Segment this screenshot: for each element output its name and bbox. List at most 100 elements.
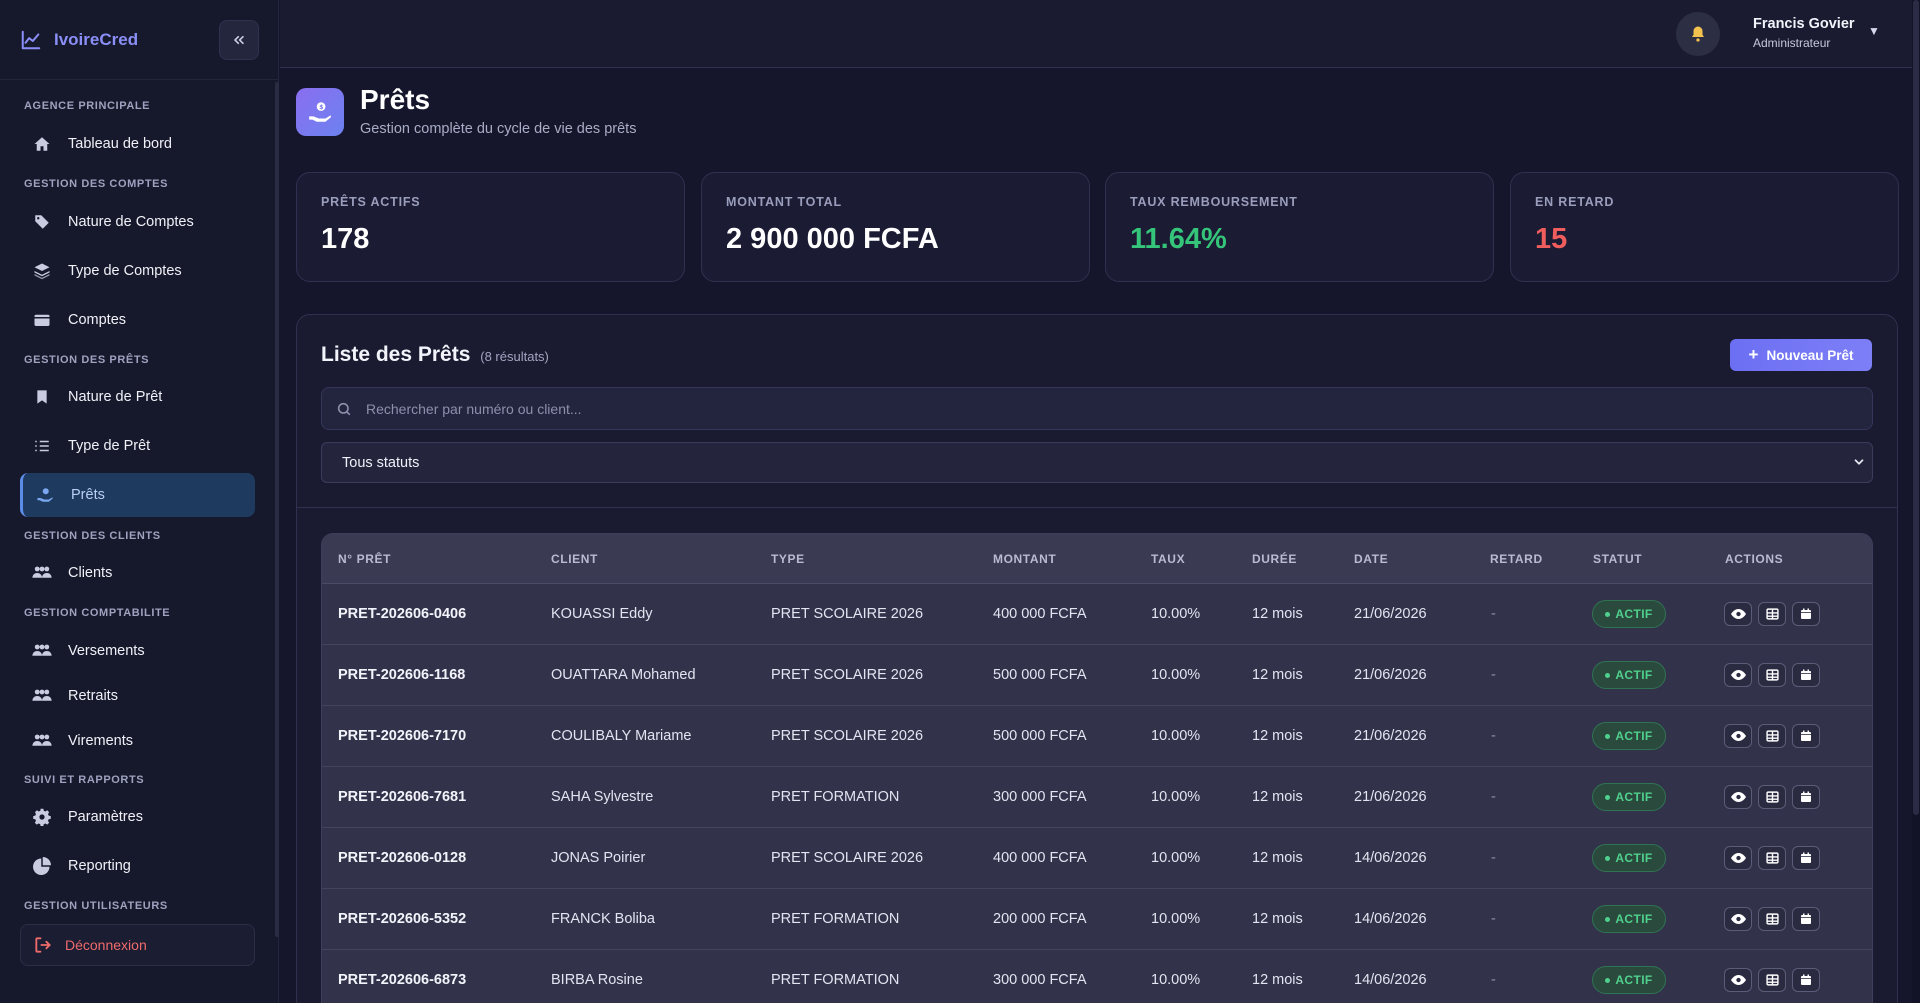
col-date[interactable]: DATE — [1354, 552, 1389, 566]
sidebar-item-label: Versements — [68, 643, 145, 659]
sidebar-item-tableau-de-bord[interactable]: Tableau de bord — [20, 122, 255, 166]
sidebar-scrollbar[interactable] — [275, 82, 279, 937]
search-input[interactable] — [366, 400, 1846, 417]
calendar-button[interactable] — [1792, 968, 1820, 992]
cell-numero[interactable]: PRET-202606-7170 — [338, 728, 467, 744]
col-duree[interactable]: DURÉE — [1252, 552, 1298, 566]
logout-button[interactable]: Déconnexion — [20, 924, 255, 966]
schedule-button[interactable] — [1758, 663, 1786, 687]
cell-client: BIRBA Rosine — [551, 972, 643, 988]
stat-value: 11.64% — [1130, 223, 1227, 255]
page-title: Prêts — [360, 84, 431, 115]
status-filter-select[interactable]: Tous statuts — [321, 442, 1873, 483]
calendar-button[interactable] — [1792, 907, 1820, 931]
section-title-comptes: GESTION DES COMPTES — [24, 178, 169, 190]
table-row[interactable]: PRET-202606-7170 COULIBALY Mariame PRET … — [322, 706, 1872, 767]
table-row[interactable]: PRET-202606-1168 OUATTARA Mohamed PRET S… — [322, 645, 1872, 706]
col-statut[interactable]: STATUT — [1593, 552, 1643, 566]
table-row[interactable]: PRET-202606-7681 SAHA Sylvestre PRET FOR… — [322, 767, 1872, 828]
col-retard[interactable]: RETARD — [1490, 552, 1543, 566]
view-button[interactable] — [1724, 785, 1752, 809]
calendar-button[interactable] — [1792, 602, 1820, 626]
user-name[interactable]: Francis Govier — [1753, 16, 1855, 32]
table-icon — [1765, 608, 1779, 620]
cell-numero[interactable]: PRET-202606-5352 — [338, 911, 467, 927]
sidebar-item-type-de-comptes[interactable]: Type de Comptes — [20, 249, 255, 293]
table-row[interactable]: PRET-202606-0406 KOUASSI Eddy PRET SCOLA… — [322, 584, 1872, 645]
users-icon — [32, 686, 52, 706]
cell-type: PRET FORMATION — [771, 972, 900, 988]
status-badge: ACTIF — [1592, 905, 1666, 933]
table-row[interactable]: PRET-202606-6873 BIRBA Rosine PRET FORMA… — [322, 950, 1872, 1003]
sidebar-item-versements[interactable]: Versements — [20, 629, 255, 673]
loans-table: N° PRÊT CLIENT TYPE MONTANT TAUX DURÉE D… — [321, 533, 1873, 1003]
sidebar-item-nature-de-pret[interactable]: Nature de Prêt — [20, 375, 255, 419]
calendar-icon — [1801, 608, 1811, 619]
table-icon — [1765, 913, 1779, 925]
sidebar-item-virements[interactable]: Virements — [20, 719, 255, 763]
col-numero[interactable]: N° PRÊT — [338, 552, 392, 566]
sidebar-item-type-de-pret[interactable]: Type de Prêt — [20, 424, 255, 468]
eye-icon — [1730, 853, 1746, 863]
table-row[interactable]: PRET-202606-0128 JONAS Poirier PRET SCOL… — [322, 828, 1872, 889]
calendar-button[interactable] — [1792, 663, 1820, 687]
schedule-button[interactable] — [1758, 785, 1786, 809]
notifications-button[interactable] — [1676, 12, 1720, 56]
collapse-sidebar-button[interactable] — [219, 20, 259, 60]
gear-icon — [32, 807, 52, 827]
sidebar-item-clients[interactable]: Clients — [20, 551, 255, 595]
sidebar-item-reporting[interactable]: Reporting — [20, 844, 255, 888]
view-button[interactable] — [1724, 602, 1752, 626]
section-title-utilisateurs: GESTION UTILISATEURS — [24, 900, 168, 912]
view-button[interactable] — [1724, 968, 1752, 992]
stat-card-prets-actifs: PRÊTS ACTIFS 178 — [296, 172, 685, 282]
col-montant[interactable]: MONTANT — [993, 552, 1057, 566]
col-taux[interactable]: TAUX — [1151, 552, 1186, 566]
view-button[interactable] — [1724, 846, 1752, 870]
view-button[interactable] — [1724, 663, 1752, 687]
svg-text:$: $ — [319, 104, 323, 111]
schedule-button[interactable] — [1758, 602, 1786, 626]
cell-date: 21/06/2026 — [1354, 667, 1427, 683]
tags-icon — [32, 212, 52, 232]
cell-montant: 300 000 FCFA — [993, 972, 1087, 988]
cell-montant: 200 000 FCFA — [993, 911, 1087, 927]
cell-numero[interactable]: PRET-202606-7681 — [338, 789, 467, 805]
cell-retard: - — [1491, 606, 1496, 622]
cell-numero[interactable]: PRET-202606-1168 — [338, 667, 466, 683]
stat-value: 178 — [321, 223, 370, 255]
cell-taux: 10.00% — [1151, 728, 1201, 744]
cell-duree: 12 mois — [1252, 972, 1303, 988]
user-menu-caret[interactable]: ▼ — [1868, 24, 1880, 38]
schedule-button[interactable] — [1758, 724, 1786, 748]
view-button[interactable] — [1724, 724, 1752, 748]
page-scrollbar-thumb[interactable] — [1913, 0, 1919, 815]
page-scrollbar[interactable] — [1912, 0, 1920, 1003]
search-field[interactable] — [321, 387, 1873, 430]
new-loan-button[interactable]: + Nouveau Prêt — [1730, 339, 1872, 371]
cell-date: 14/06/2026 — [1354, 972, 1427, 988]
layers-icon — [32, 261, 52, 281]
cell-retard: - — [1491, 667, 1496, 683]
schedule-button[interactable] — [1758, 907, 1786, 931]
cell-numero[interactable]: PRET-202606-6873 — [338, 972, 467, 988]
sidebar-item-nature-de-comptes[interactable]: Nature de Comptes — [20, 200, 255, 244]
calendar-button[interactable] — [1792, 724, 1820, 748]
cell-numero[interactable]: PRET-202606-0128 — [338, 850, 467, 866]
cell-numero[interactable]: PRET-202606-0406 — [338, 606, 467, 622]
sidebar-item-retraits[interactable]: Retraits — [20, 674, 255, 718]
sidebar-item-prets[interactable]: Prêts — [20, 473, 255, 517]
calendar-button[interactable] — [1792, 846, 1820, 870]
schedule-button[interactable] — [1758, 846, 1786, 870]
view-button[interactable] — [1724, 907, 1752, 931]
col-type[interactable]: TYPE — [771, 552, 805, 566]
calendar-icon — [1801, 730, 1811, 741]
sidebar-item-comptes[interactable]: Comptes — [20, 298, 255, 342]
brand[interactable]: IvoireCred — [0, 0, 278, 80]
sidebar-item-parametres[interactable]: Paramètres — [20, 795, 255, 839]
schedule-button[interactable] — [1758, 968, 1786, 992]
col-client[interactable]: CLIENT — [551, 552, 598, 566]
calendar-button[interactable] — [1792, 785, 1820, 809]
table-row[interactable]: PRET-202606-5352 FRANCK Boliba PRET FORM… — [322, 889, 1872, 950]
page-subtitle: Gestion complète du cycle de vie des prê… — [360, 121, 637, 137]
